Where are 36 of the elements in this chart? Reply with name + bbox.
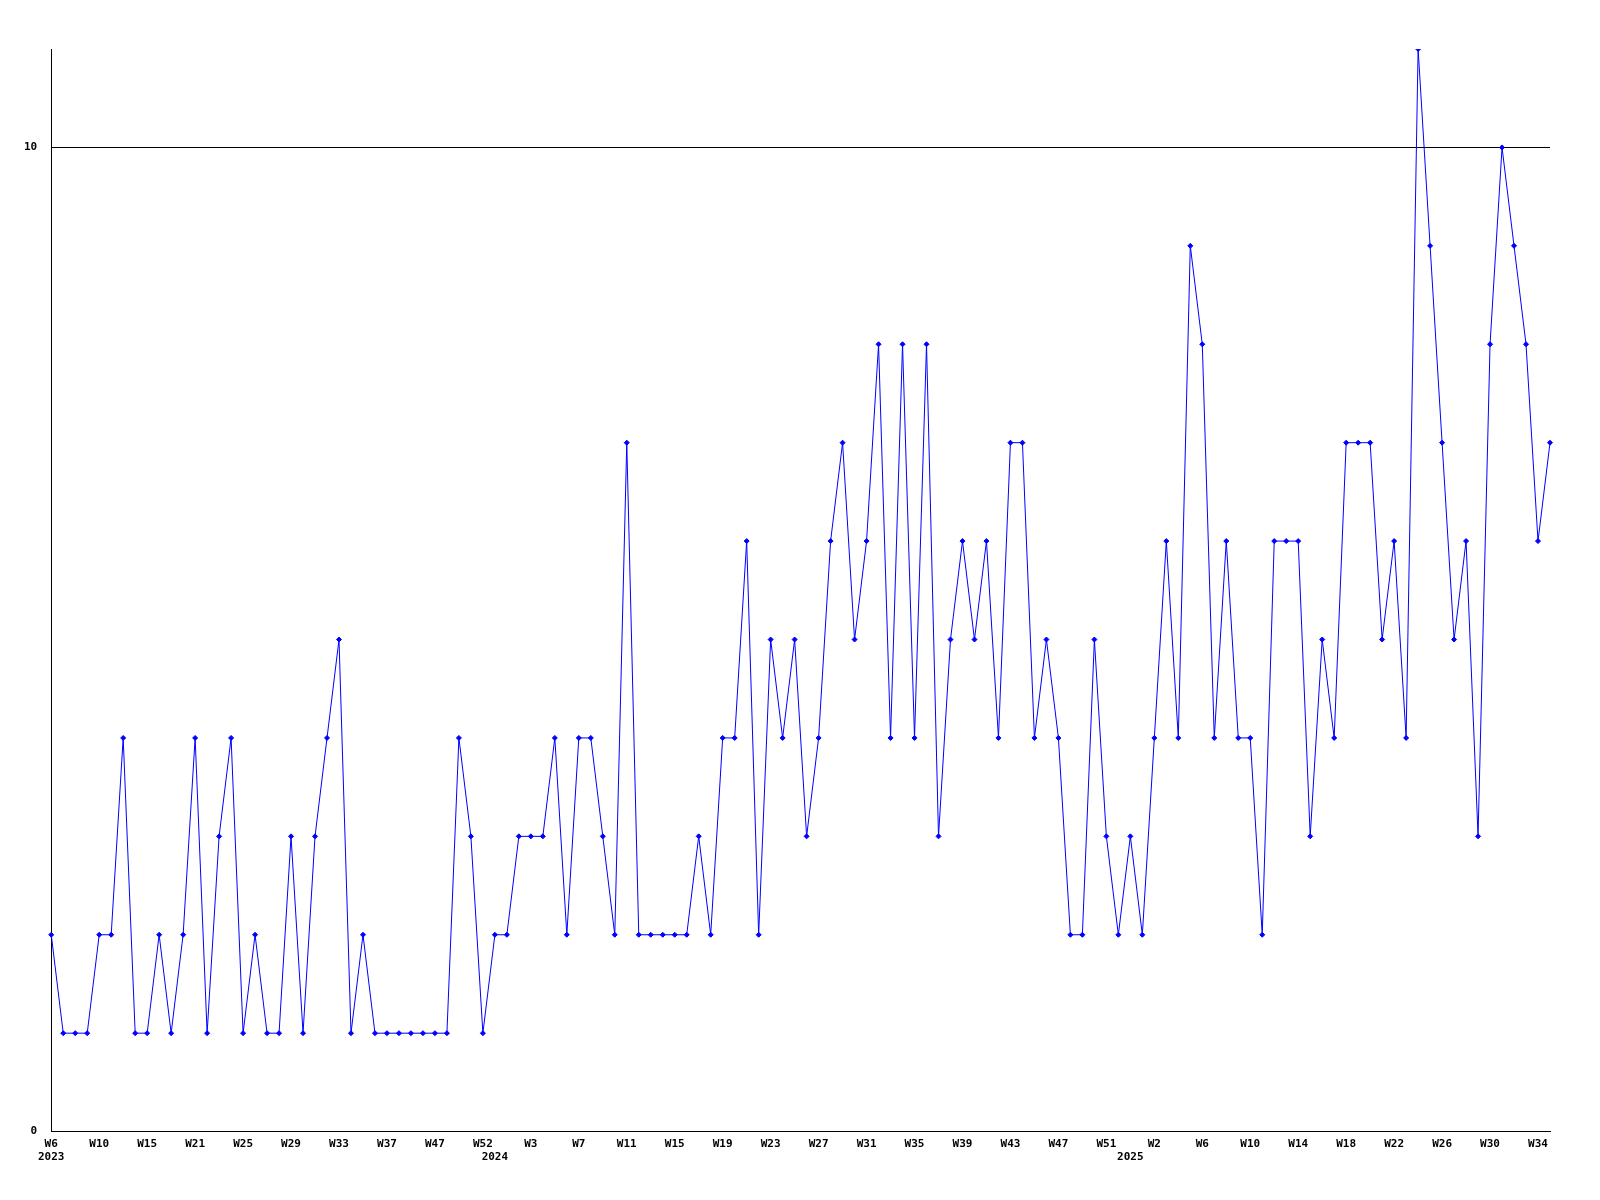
x-tick-label: W10: [89, 1137, 110, 1151]
x-tick-label: W43: [1000, 1137, 1021, 1151]
x-tick-label: W34: [1528, 1137, 1549, 1151]
x-tick-label: W33: [329, 1137, 349, 1151]
x-tick-label: W22: [1384, 1137, 1405, 1151]
x-tick-label: W30: [1480, 1137, 1500, 1151]
x-tick-label: W15: [664, 1137, 685, 1151]
x-tick-label: W47: [424, 1137, 445, 1151]
x-tick-label: W35: [904, 1137, 925, 1151]
x-tick-label: W31: [856, 1137, 877, 1151]
x-tick-label: W39: [952, 1137, 973, 1151]
x-tick-label: W3: [524, 1137, 538, 1151]
x-tick-label: W15: [137, 1137, 158, 1151]
x-tick-label: W23: [760, 1137, 781, 1151]
x-tick-label: W2: [1147, 1137, 1161, 1151]
x-tick-label: W52: [472, 1137, 493, 1151]
x-tick-label: W6 2023: [38, 1137, 65, 1164]
x-tick-label: W26: [1432, 1137, 1453, 1151]
x-tick-label: W14: [1288, 1137, 1309, 1151]
x-tick-label: W7: [572, 1137, 586, 1151]
x-tick-label: W6: [1195, 1137, 1210, 1151]
x-tick-label: W11: [616, 1137, 638, 1151]
y-tick-label: 0: [30, 1124, 38, 1138]
x-tick-label: W29: [281, 1137, 301, 1151]
x-tick-label: W27: [808, 1137, 829, 1151]
y-tick-label: 10: [24, 140, 38, 154]
x-tick-label: W37: [377, 1137, 397, 1151]
x-tick-label: W19: [712, 1137, 733, 1151]
x-tick-label: W21: [185, 1137, 206, 1151]
x-tick-label: 2024: [481, 1150, 509, 1164]
x-tick-label: W47: [1048, 1137, 1069, 1151]
x-tick-label: W10: [1240, 1137, 1261, 1151]
x-tick-label: W51: [1096, 1137, 1117, 1151]
x-tick-label: 2025: [1117, 1150, 1144, 1164]
x-tick-label: W18: [1336, 1137, 1357, 1151]
x-tick-label: W25: [233, 1137, 254, 1151]
